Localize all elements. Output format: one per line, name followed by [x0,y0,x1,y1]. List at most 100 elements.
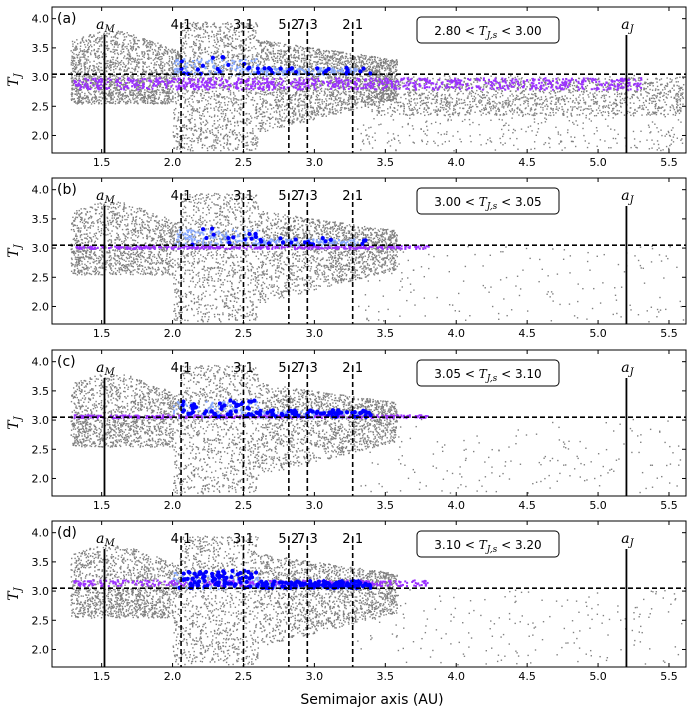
data-point-grey-1880 [265,106,267,108]
data-point-grey-614 [342,91,344,93]
data-point-grey-3817 [153,75,155,77]
data-point-grey-3388 [237,146,239,148]
data-point-grey-488 [192,134,195,136]
data-point-grey-991 [308,118,311,120]
data-point-grey-3579 [257,40,260,43]
data-point-grey-3330 [117,96,120,98]
data-point-grey-3860 [109,95,111,97]
data-point-grey-2657 [183,29,186,32]
data-point-grey-1011 [317,52,320,54]
data-point-grey-2448 [213,39,216,41]
data-point-grey-3299 [293,68,295,70]
data-point-grey-111 [221,38,224,41]
data-point-grey-4086 [328,85,330,88]
data-point-grey-3016 [192,48,194,50]
data-point-grey-2796 [223,70,225,72]
data-point-grey-1139 [260,77,263,79]
data-point-grey-172 [170,100,172,103]
data-point-grey-1515 [137,91,140,93]
data-point-grey-3743 [275,101,278,103]
data-point-grey-1627 [344,57,347,60]
data-point-grey-460 [341,100,343,103]
data-point-grey-391 [266,43,268,45]
data-point-grey-3114 [349,63,351,66]
data-point-grey-3702 [360,65,362,67]
data-point-grey-4992 [198,48,200,50]
data-point-grey-2827 [331,66,334,69]
data-point-grey-2177 [217,129,219,132]
data-point-grey-4898 [160,58,162,61]
data-point-grey-2286 [197,46,200,49]
data-point-grey-3283 [112,56,115,58]
data-point-grey-1544 [316,49,318,52]
data-point-grey-2711 [389,78,392,81]
data-point-grey-2998 [178,94,180,96]
data-point-grey-3505 [256,78,258,80]
data-point-grey-1229 [210,26,212,28]
data-point-grey-1576 [275,103,278,105]
data-point-grey-1674 [225,57,227,59]
data-point-grey-1383 [188,127,191,130]
data-point-grey-31 [329,94,331,96]
data-point-grey-4248 [344,83,347,86]
data-point-grey-4725 [182,107,185,109]
data-point-grey-3147 [76,93,78,95]
data-point-grey-655 [300,116,303,118]
data-point-grey-4495 [343,107,346,109]
data-point-grey-2651 [185,71,188,73]
data-point-grey-2715 [242,101,245,103]
data-point-grey-1791 [279,76,281,79]
data-point-grey-649 [290,96,292,99]
data-point-grey-3362 [199,36,202,39]
data-point-grey-3510 [305,115,308,118]
data-point-grey-1211 [146,50,148,52]
data-point-grey-120 [263,111,265,114]
data-point-grey-2849 [86,60,88,62]
data-point-grey-1641 [111,56,113,59]
data-point-grey-558 [199,66,201,68]
data-point-grey-4911 [140,74,143,77]
data-point-grey-4527 [236,38,239,40]
data-point-grey-3545 [78,96,80,98]
data-point-grey-599 [305,109,307,112]
data-point-grey-3347 [226,69,228,71]
data-point-grey-272 [117,53,120,56]
data-point-grey-592 [95,74,97,76]
data-point-grey-2311 [313,76,315,78]
data-point-grey-1040 [152,94,155,97]
data-point-grey-54 [110,40,112,42]
data-point-grey-1417 [177,116,180,118]
data-point-grey-3553 [169,88,171,91]
data-point-grey-2721 [246,132,249,134]
data-point-grey-1873 [223,109,225,111]
data-point-grey-2453 [331,57,333,59]
data-point-grey-1074 [285,61,287,63]
data-point-grey-3832 [299,97,301,100]
data-point-grey-1385 [300,61,303,63]
data-point-grey-4892 [178,63,180,65]
data-point-grey-211 [259,98,262,100]
data-point-grey-2838 [109,74,111,77]
data-point-grey-2546 [378,81,381,84]
data-point-grey-4800 [144,95,146,98]
data-point-grey-2755 [155,89,157,92]
data-point-grey-1086 [208,92,210,94]
data-point-grey-4463 [232,56,235,58]
data-point-grey-2822 [364,87,366,90]
data-point-grey-4970 [149,83,151,85]
data-point-grey-4262 [87,50,89,52]
data-point-grey-3288 [219,87,221,89]
data-point-grey-341 [346,104,349,106]
data-point-grey-828 [199,134,201,136]
data-point-grey-1689 [167,101,170,103]
data-point-grey-1623 [209,103,212,106]
data-point-grey-3913 [121,98,124,101]
data-point-grey-1820 [275,91,278,94]
data-point-grey-2314 [334,113,336,115]
data-point-grey-1489 [196,108,198,110]
data-point-grey-4497 [336,109,338,112]
data-point-grey-4490 [202,72,204,74]
data-point-grey-3452 [173,109,176,111]
data-point-grey-2404 [298,105,300,108]
data-point-grey-4828 [229,129,232,131]
